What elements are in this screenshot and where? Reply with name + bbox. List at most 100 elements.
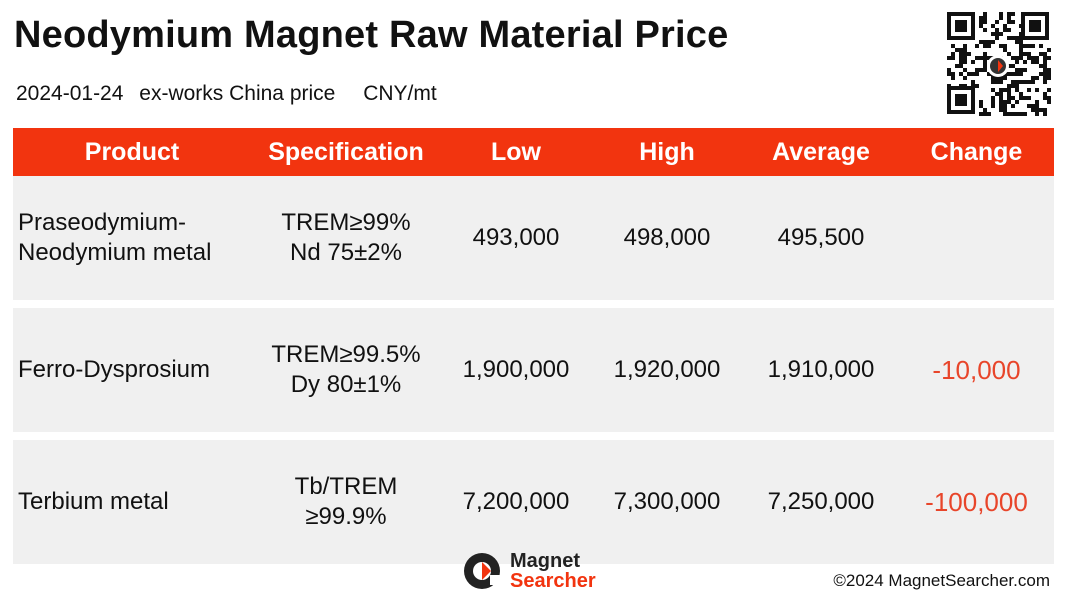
- qr-module: [1027, 88, 1031, 92]
- qr-module: [1007, 16, 1011, 20]
- price-unit: CNY/mt: [363, 82, 437, 105]
- qr-module: [1039, 108, 1043, 112]
- qr-module: [947, 72, 951, 76]
- qr-module: [1007, 88, 1011, 92]
- qr-module: [1023, 96, 1027, 100]
- qr-module: [1019, 52, 1023, 56]
- qr-module: [951, 44, 955, 48]
- qr-module: [995, 20, 999, 24]
- qr-module: [947, 68, 951, 72]
- change-cell: -100,000: [925, 486, 1028, 517]
- qr-module: [1031, 76, 1035, 80]
- qr-module: [1043, 92, 1047, 96]
- qr-module: [1043, 112, 1047, 116]
- qr-module: [1007, 52, 1011, 56]
- qr-module: [1015, 40, 1019, 44]
- qr-module: [1019, 80, 1023, 84]
- qr-module: [995, 36, 999, 40]
- qr-module: [979, 40, 983, 44]
- qr-module: [999, 108, 1003, 112]
- qr-module: [1003, 108, 1007, 112]
- qr-module: [1035, 100, 1039, 104]
- qr-module: [951, 52, 955, 56]
- qr-module: [1015, 88, 1019, 92]
- logo-line-1: Magnet: [510, 550, 580, 572]
- qr-module: [1039, 44, 1043, 48]
- qr-module: [1019, 44, 1023, 48]
- qr-module: [1011, 56, 1015, 60]
- qr-module: [983, 56, 987, 60]
- qr-module: [955, 48, 959, 52]
- qr-module: [967, 52, 971, 56]
- qr-module: [1011, 20, 1015, 24]
- qr-module: [1015, 80, 1019, 84]
- header-low: Low: [491, 137, 541, 166]
- qr-module: [1047, 72, 1051, 76]
- spec-line: ≥99.9%: [305, 503, 387, 530]
- qr-module: [995, 32, 999, 36]
- qr-module: [959, 56, 963, 60]
- qr-module: [983, 60, 987, 64]
- product-line: Ferro-Dysprosium: [18, 356, 211, 383]
- header-high: High: [639, 137, 695, 166]
- logo-text: Magnet Searcher: [510, 551, 596, 591]
- qr-module: [1027, 104, 1031, 108]
- qr-module: [999, 88, 1003, 92]
- qr-module: [1015, 100, 1019, 104]
- qr-module: [979, 56, 983, 60]
- qr-module: [1027, 80, 1031, 84]
- qr-module: [999, 76, 1003, 80]
- average-cell: 7,250,000: [767, 488, 875, 515]
- qr-module: [1015, 60, 1019, 64]
- qr-module: [1003, 88, 1007, 92]
- qr-module: [1031, 80, 1035, 84]
- qr-module: [983, 64, 987, 68]
- qr-module: [991, 40, 995, 44]
- qr-module: [1019, 112, 1023, 116]
- qr-module: [1007, 72, 1011, 76]
- qr-module: [995, 92, 999, 96]
- qr-module: [979, 100, 983, 104]
- qr-module: [1023, 68, 1027, 72]
- qr-module: [1019, 48, 1023, 52]
- qr-module: [979, 104, 983, 108]
- qr-module: [1015, 36, 1019, 40]
- qr-module: [1043, 60, 1047, 64]
- qr-module: [1015, 84, 1019, 88]
- qr-module: [999, 16, 1003, 20]
- qr-module: [1023, 60, 1027, 64]
- qr-module: [1019, 56, 1023, 60]
- qr-module: [963, 52, 967, 56]
- qr-module: [1003, 48, 1007, 52]
- qr-module: [991, 24, 995, 28]
- spec-line: TREM≥99.5%: [271, 341, 421, 368]
- qr-module: [1007, 96, 1011, 100]
- product-line: Terbium metal: [18, 488, 169, 515]
- qr-module: [991, 96, 995, 100]
- qr-module: [1003, 76, 1007, 80]
- spec-cell: TREM≥99% Nd 75±2%: [251, 208, 441, 268]
- qr-module: [1043, 72, 1047, 76]
- header-change: Change: [930, 137, 1023, 166]
- qr-module: [979, 16, 983, 20]
- qr-module: [1035, 76, 1039, 80]
- page-title: Neodymium Magnet Raw Material Price: [14, 14, 729, 56]
- subtitle: 2024-01-24 ex-works China price CNY/mt: [16, 82, 447, 106]
- qr-module: [971, 80, 975, 84]
- product-cell: Terbium metal: [13, 487, 251, 517]
- qr-module: [1011, 104, 1015, 108]
- qr-module: [1019, 92, 1023, 96]
- qr-module: [1003, 112, 1007, 116]
- table-row: Ferro-Dysprosium TREM≥99.5% Dy 80±1% 1,9…: [13, 308, 1054, 432]
- qr-module: [951, 76, 955, 80]
- average-cell: 495,500: [777, 224, 865, 251]
- qr-module: [1035, 56, 1039, 60]
- qr-module: [995, 80, 999, 84]
- qr-module: [1015, 56, 1019, 60]
- copyright: ©2024 MagnetSearcher.com: [833, 571, 1050, 590]
- qr-module: [1035, 60, 1039, 64]
- spec-line: TREM≥99%: [281, 209, 411, 236]
- qr-module: [1015, 72, 1019, 76]
- qr-module: [1007, 28, 1011, 32]
- qr-module: [979, 68, 983, 72]
